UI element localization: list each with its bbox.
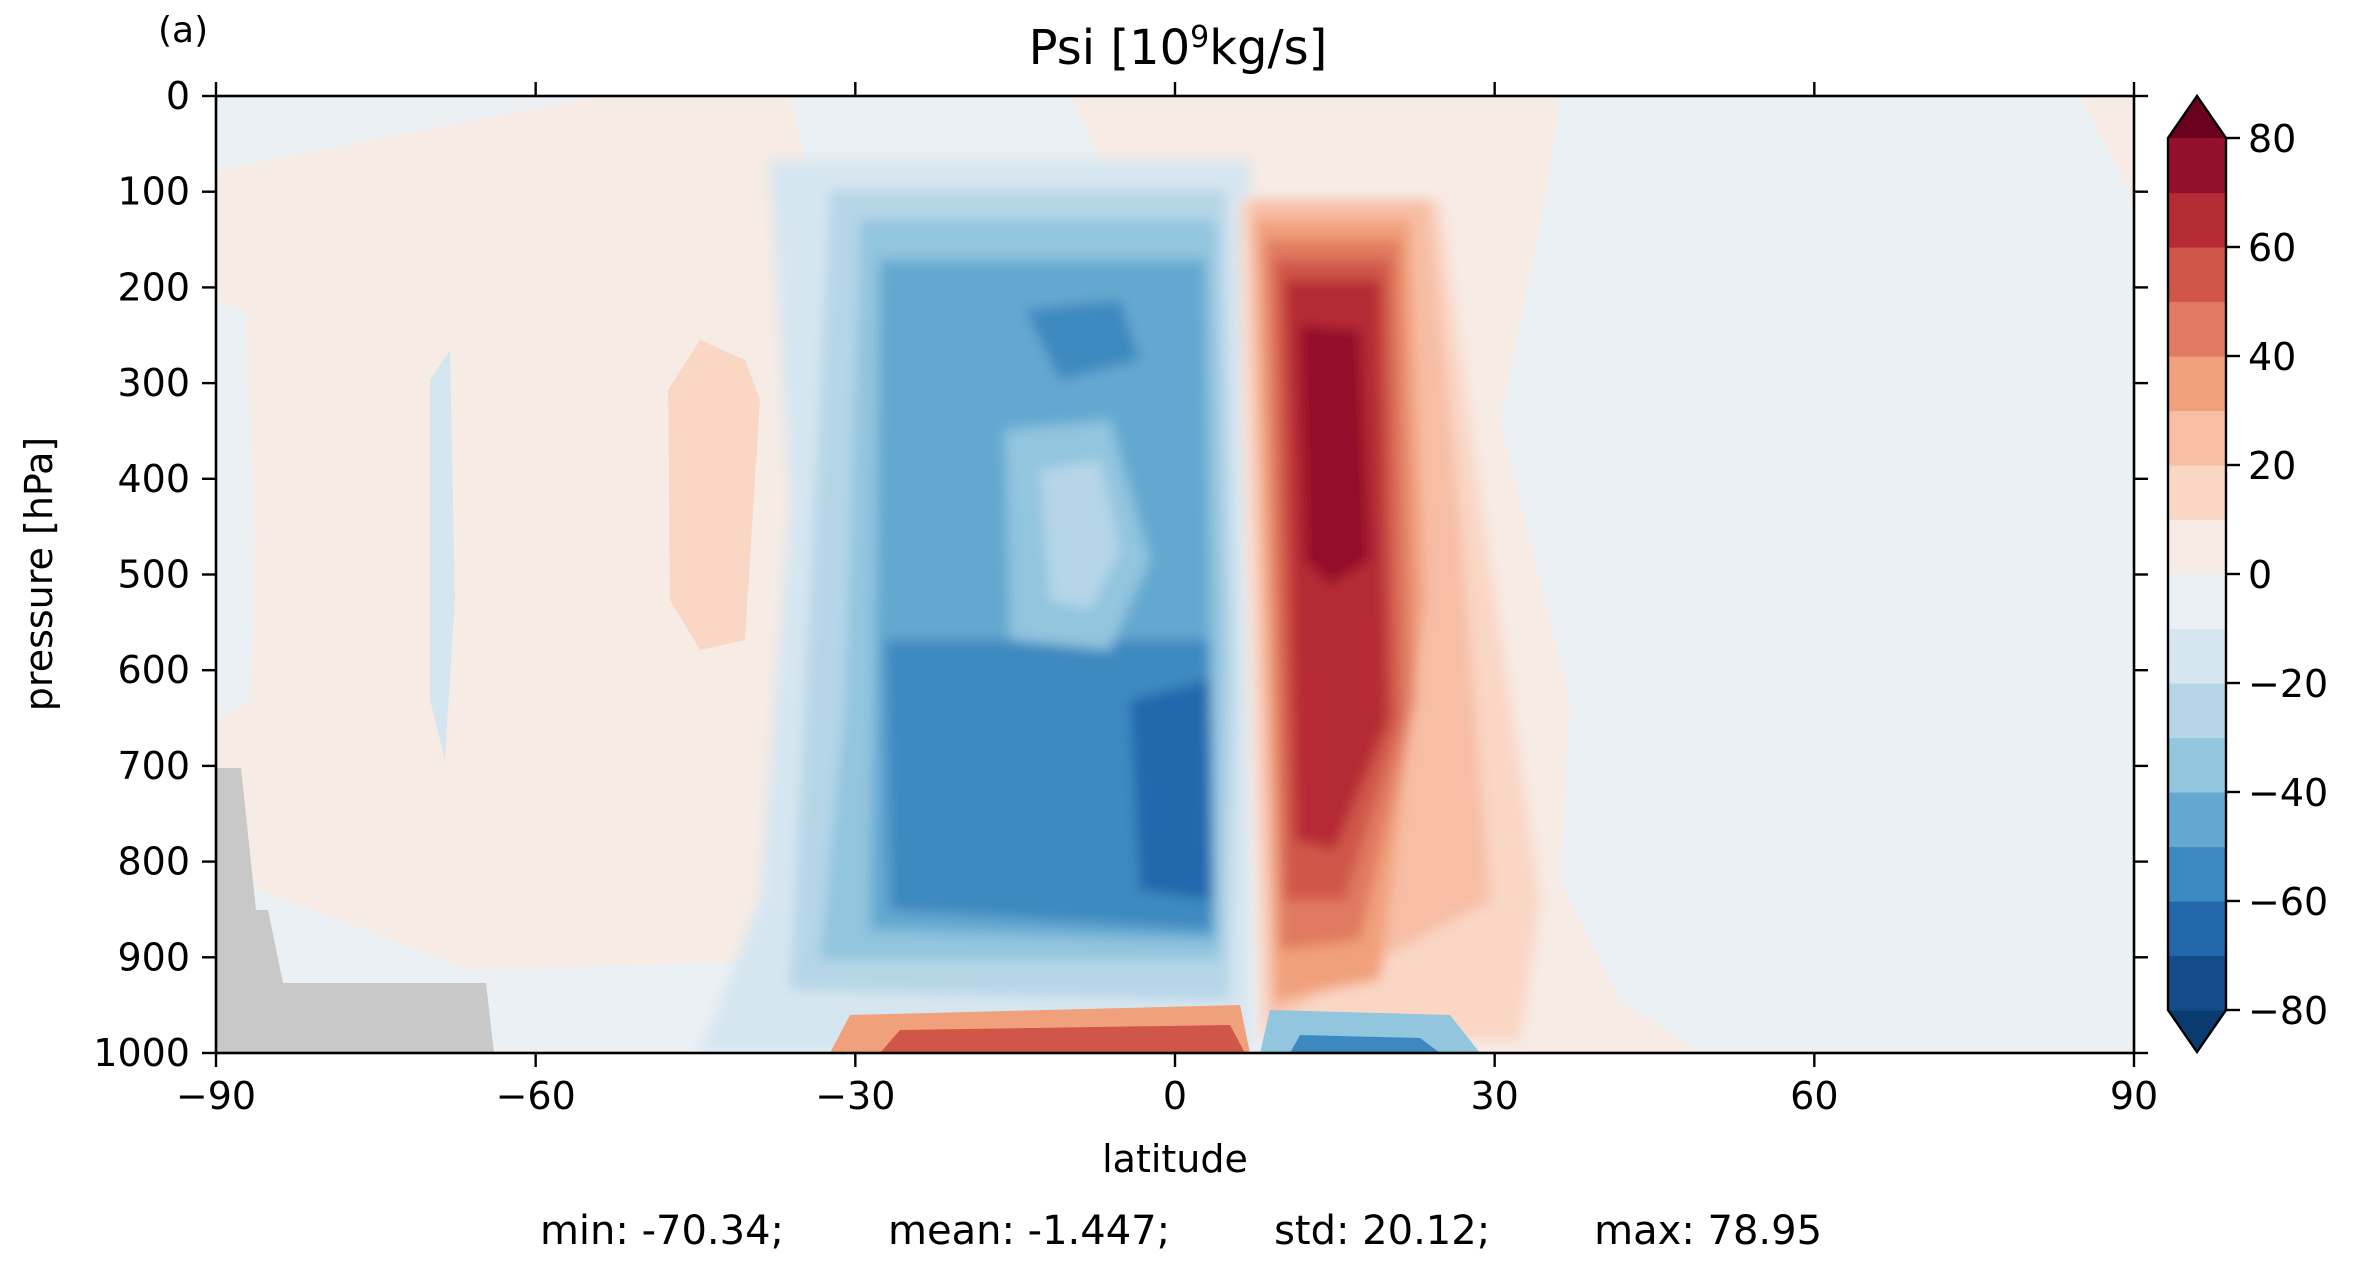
- y-tick-label: 0: [166, 74, 190, 118]
- northern-cell: [1240, 200, 1540, 1040]
- x-axis-label: latitude: [1102, 1137, 1248, 1181]
- colorbar-segment: [2168, 301, 2226, 357]
- band-pos-weak-west: [216, 96, 830, 970]
- x-axis: −90 −60 −30 0 30 60 90: [176, 82, 2158, 1118]
- x-tick-label: −90: [176, 1074, 256, 1118]
- colorbar-tick-label: −60: [2248, 880, 2328, 924]
- colorbar-tick-label: 0: [2248, 553, 2272, 597]
- colorbar-segment: [2168, 955, 2226, 1011]
- colorbar-extend-high: [2168, 96, 2226, 138]
- colorbar-tick-label: 20: [2248, 444, 2296, 488]
- panel-label: (a): [158, 10, 209, 51]
- y-tick-label: 1000: [93, 1031, 190, 1075]
- colorbar-segment: [2168, 792, 2226, 848]
- colorbar-tick-label: 80: [2248, 117, 2296, 161]
- colorbar-extend-low: [2168, 1010, 2226, 1052]
- band-pos-weak-edge: [2080, 96, 2134, 200]
- x-tick-label: 30: [1470, 1074, 1518, 1118]
- colorbar-tick-label: −80: [2248, 989, 2328, 1033]
- y-tick-label: 900: [117, 935, 190, 979]
- stat-std: std: 20.12;: [1274, 1208, 1491, 1254]
- colorbar-segment: [2168, 138, 2226, 194]
- stat-mean: mean: -1.447;: [888, 1208, 1171, 1254]
- x-tick-label: 0: [1163, 1074, 1187, 1118]
- colorbar-tick-label: 40: [2248, 335, 2296, 379]
- colorbar-segment: [2168, 410, 2226, 466]
- y-tick-label: 700: [117, 744, 190, 788]
- topography-mask: [216, 768, 494, 1053]
- band-pos-pocket: [668, 340, 760, 650]
- y-axis-label: pressure [hPa]: [17, 437, 61, 711]
- colorbar-segment: [2168, 846, 2226, 902]
- contour-field: [216, 96, 2134, 1053]
- colorbar-segment: [2168, 192, 2226, 248]
- colorbar-segment: [2168, 465, 2226, 521]
- y-tick-label: 100: [117, 170, 190, 214]
- y-tick-label: 500: [117, 553, 190, 597]
- colorbar-segment: [2168, 574, 2226, 630]
- colorbar-segment: [2168, 737, 2226, 793]
- y-tick-label: 800: [117, 840, 190, 884]
- y-tick-label: 300: [117, 361, 190, 405]
- colorbar-segment: [2168, 628, 2226, 684]
- colorbar-tick-label: −20: [2248, 662, 2328, 706]
- x-tick-label: 90: [2110, 1074, 2158, 1118]
- stat-min: min: -70.34;: [539, 1208, 785, 1254]
- y-tick-label: 600: [117, 648, 190, 692]
- y-axis: 0 100 200 300 400 500 600 700 800 900 1000: [93, 74, 2148, 1075]
- stats-line: min: -70.34; mean: -1.447; std: 20.12; max:…: [0, 1208, 2362, 1254]
- colorbar-segment: [2168, 356, 2226, 412]
- colorbar-segment: [2168, 247, 2226, 303]
- surface-negative-core: [1290, 1035, 1440, 1053]
- colorbar-segment: [2168, 901, 2226, 957]
- x-tick-label: 60: [1790, 1074, 1838, 1118]
- stat-max: max: 78.95: [1594, 1208, 1823, 1254]
- x-tick-label: −30: [815, 1074, 895, 1118]
- colorbar-tick-label: −40: [2248, 771, 2328, 815]
- colorbar: −80 −60 −40 −20 0 20 40 60 80: [2166, 93, 2328, 1055]
- y-tick-label: 200: [117, 265, 190, 309]
- colorbar-segment: [2168, 683, 2226, 739]
- colorbar-segment: [2168, 519, 2226, 575]
- band-neg-weak-west: [216, 300, 255, 720]
- band-neg-pocket-west: [430, 350, 455, 760]
- colorbar-tick-label: 60: [2248, 226, 2296, 270]
- chart-title: Psi [109kg/s]: [1028, 20, 1328, 76]
- southern-cell: [700, 160, 1250, 1053]
- y-tick-label: 400: [117, 457, 190, 501]
- surface-positive-core: [880, 1025, 1245, 1053]
- x-tick-label: −60: [496, 1074, 576, 1118]
